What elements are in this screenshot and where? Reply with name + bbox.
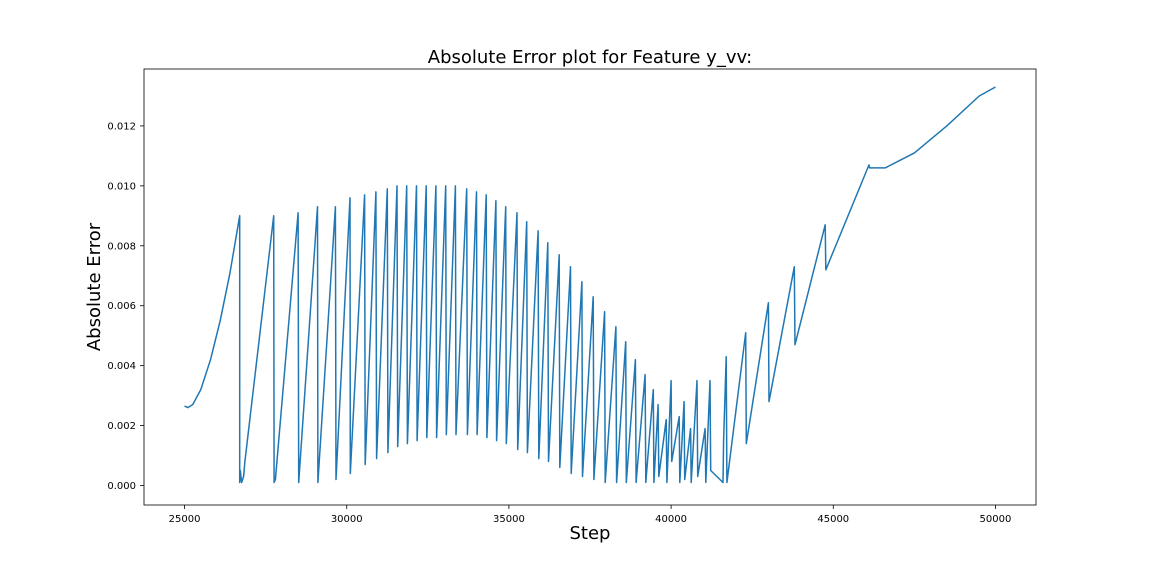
y-axis: 0.000 0.002 0.004 0.006 0.008 0.010 0.012: [107, 121, 144, 492]
series-line-0: [184, 86, 996, 484]
y-tick-label: 0.002: [107, 421, 136, 432]
x-tick-label: 45000: [817, 514, 849, 525]
x-axis-label: Step: [570, 523, 611, 544]
x-tick-label: 25000: [169, 514, 201, 525]
x-tick-label: 40000: [655, 514, 687, 525]
x-tick-label: 35000: [493, 514, 525, 525]
y-tick-label: 0.008: [107, 241, 136, 252]
y-tick-label: 0.012: [107, 121, 136, 132]
chart-title: Absolute Error plot for Feature y_vv:: [428, 47, 752, 68]
x-tick-label: 30000: [331, 514, 363, 525]
plot-area: [184, 86, 996, 484]
y-tick-label: 0.004: [107, 361, 136, 372]
y-axis-label: Absolute Error: [84, 222, 105, 351]
axes-frame: [143, 68, 1037, 506]
x-axis: 25000 30000 35000 40000 45000 50000: [169, 505, 1012, 525]
x-tick-label: 50000: [980, 514, 1012, 525]
y-tick-label: 0.010: [107, 181, 136, 192]
y-tick-label: 0.006: [107, 301, 136, 312]
y-tick-label: 0.000: [107, 481, 136, 492]
